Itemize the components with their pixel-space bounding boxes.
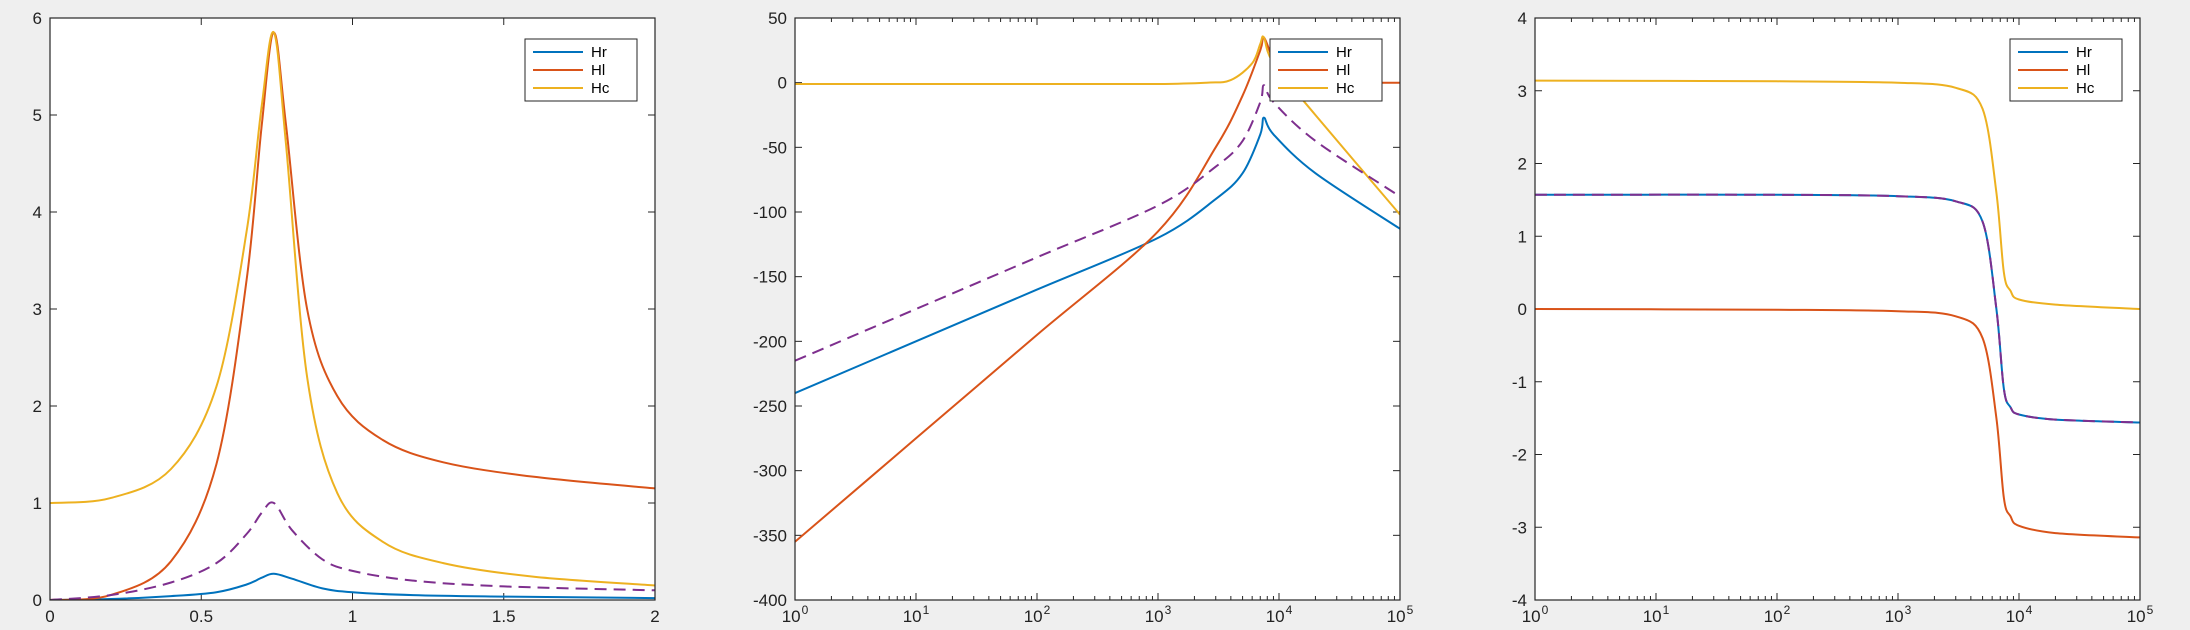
legend-label: Hc: [2076, 80, 2095, 97]
x-tick-exponent: 5: [1407, 603, 1414, 617]
y-tick-label: 0: [33, 591, 42, 610]
y-tick-label: 0: [778, 74, 787, 93]
y-tick-label: -150: [753, 268, 787, 287]
legend-label: Hl: [2076, 62, 2090, 79]
y-tick-label: -300: [753, 462, 787, 481]
legend-label: Hc: [1336, 80, 1355, 97]
axes-frame: [49, 17, 656, 601]
y-tick-label: 4: [1518, 9, 1527, 28]
y-tick-label: 3: [33, 300, 42, 319]
y-tick-label: -2: [1512, 446, 1527, 465]
y-tick-label: -50: [762, 138, 787, 157]
x-tick-exponent: 5: [2147, 603, 2154, 617]
x-tick-exponent: 1: [1663, 603, 1670, 617]
y-tick-label: -100: [753, 203, 787, 222]
axes-background: [795, 18, 1400, 600]
y-tick-label: -350: [753, 526, 787, 545]
x-tick-exponent: 1: [923, 603, 930, 617]
x-tick-exponent: 0: [1542, 603, 1549, 617]
axes-background: [50, 18, 655, 600]
x-tick-label: 0.5: [189, 607, 213, 626]
y-tick-label: 1: [33, 494, 42, 513]
y-tick-label: -250: [753, 397, 787, 416]
legend-label: Hr: [2076, 44, 2092, 61]
y-tick-label: 6: [33, 9, 42, 28]
chart-2: 100 101 102 103 104 105-400-350-300-250-200-1…: [753, 9, 1414, 626]
series-group: [50, 31, 655, 600]
y-tick-label: -400: [753, 591, 787, 610]
series-line-dashed: [50, 501, 655, 600]
legend-label: Hl: [1336, 62, 1350, 79]
series-line-hl: [1535, 308, 2140, 539]
y-tick-label: 2: [1518, 155, 1527, 174]
axes-frame: [1534, 17, 2141, 601]
legend-label: Hr: [1336, 44, 1352, 61]
series-group: [1535, 79, 2140, 539]
y-tick-label: 0: [1518, 300, 1527, 319]
x-tick-label: 1: [348, 607, 357, 626]
y-tick-label: 50: [768, 9, 787, 28]
x-tick-exponent: 2: [1044, 603, 1051, 617]
y-tick-label: 2: [33, 397, 42, 416]
y-tick-label: 1: [1518, 227, 1527, 246]
x-tick-exponent: 3: [1165, 603, 1172, 617]
y-tick-label: 4: [33, 203, 42, 222]
series-line-dashed: [795, 84, 1400, 362]
x-tick-exponent: 0: [802, 603, 809, 617]
y-tick-label: 5: [33, 106, 42, 125]
legend-label: Hc: [591, 80, 610, 97]
series-line-hc: [1535, 79, 2140, 310]
x-tick-exponent: 4: [1286, 603, 1293, 617]
y-tick-label: -4: [1512, 591, 1527, 610]
axes-frame: [794, 17, 1401, 601]
x-tick-exponent: 3: [1905, 603, 1912, 617]
y-tick-label: -200: [753, 332, 787, 351]
x-tick-exponent: 2: [1784, 603, 1791, 617]
y-tick-label: -3: [1512, 518, 1527, 537]
legend-label: Hr: [591, 44, 607, 61]
x-tick-label: 2: [650, 607, 659, 626]
y-tick-label: -1: [1512, 373, 1527, 392]
series-line-hc: [50, 31, 655, 587]
x-tick-label: 1.5: [492, 607, 516, 626]
series-line-hr: [50, 572, 655, 600]
x-tick-label: 0: [45, 607, 54, 626]
x-tick-exponent: 4: [2026, 603, 2033, 617]
legend-label: Hl: [591, 62, 605, 79]
y-tick-label: 3: [1518, 82, 1527, 101]
series-line-hr: [795, 116, 1400, 395]
series-line-dashed: [1535, 193, 2140, 424]
